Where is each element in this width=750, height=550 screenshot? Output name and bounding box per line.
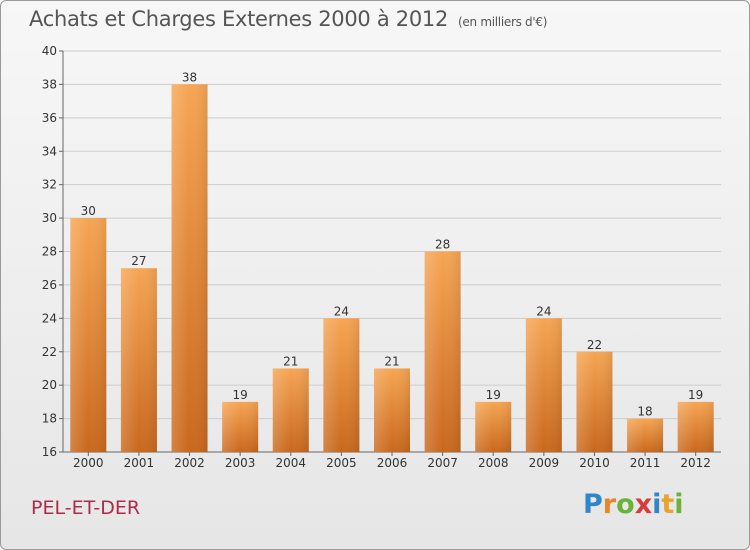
data-label: 30	[81, 204, 96, 218]
chart-title: Achats et Charges Externes 2000 à 2012 (e…	[29, 7, 547, 31]
y-tick-label: 20	[42, 378, 57, 392]
y-tick-label: 18	[42, 412, 57, 426]
logo-letter: r	[602, 489, 617, 520]
logo-letter: i	[674, 489, 684, 520]
x-tick-label: 2006	[377, 456, 408, 470]
x-tick-label: 2009	[529, 456, 560, 470]
y-tick-label: 38	[42, 77, 57, 91]
bar-shade	[677, 401, 714, 452]
y-tick-label: 32	[42, 178, 57, 192]
x-tick-label: 2011	[630, 456, 661, 470]
bar-shade	[70, 218, 107, 452]
bar-shade	[323, 318, 360, 452]
x-tick-label: 2003	[225, 456, 256, 470]
logo-letter: o	[616, 489, 635, 520]
labels: 16 18 20 22 24 26 28 30 32 34 36 38 40 2000 30 2001 27 20…	[42, 44, 711, 470]
data-label: 24	[334, 304, 349, 318]
x-tick-label: 2010	[579, 456, 610, 470]
x-tick-label: 2008	[478, 456, 509, 470]
x-tick-label: 2000	[73, 456, 104, 470]
bar-shade	[272, 368, 309, 452]
bar-shade	[424, 251, 461, 452]
bar-shade	[120, 268, 157, 452]
x-tick-label: 2002	[174, 456, 205, 470]
y-tick-label: 22	[42, 345, 57, 359]
data-label: 18	[637, 405, 652, 419]
data-label: 28	[435, 238, 450, 252]
x-tick-label: 2004	[275, 456, 306, 470]
commune-name: PEL-ET-DER	[31, 497, 141, 519]
logo-letter: t	[661, 489, 675, 520]
bar-shade	[171, 84, 208, 453]
x-tick-label: 2005	[326, 456, 357, 470]
logo-letter: x	[634, 489, 653, 520]
y-tick-label: 28	[42, 245, 57, 259]
y-tick-label: 24	[42, 311, 57, 325]
chart-title-text: Achats et Charges Externes 2000 à 2012	[29, 7, 449, 31]
data-label: 19	[233, 388, 248, 402]
data-label: 19	[486, 388, 501, 402]
y-tick-label: 30	[42, 211, 57, 225]
y-tick-label: 16	[42, 445, 57, 459]
proxiti-logo[interactable]: Proxiti	[583, 489, 684, 520]
x-tick-label: 2007	[427, 456, 458, 470]
y-tick-label: 34	[42, 144, 57, 158]
bar-shade	[576, 351, 613, 452]
bar-shade	[525, 318, 562, 452]
x-tick-label: 2012	[680, 456, 711, 470]
data-label: 19	[688, 388, 703, 402]
y-tick-label: 40	[42, 44, 57, 58]
logo-letter: P	[583, 489, 603, 520]
data-label: 27	[131, 254, 146, 268]
data-label: 21	[283, 354, 298, 368]
x-tick-label: 2001	[124, 456, 155, 470]
data-label: 21	[384, 354, 399, 368]
logo-letter: i	[652, 489, 662, 520]
bar-shade	[374, 368, 410, 452]
bar-shade	[222, 401, 259, 452]
bar-shade	[627, 418, 664, 452]
chart-subtitle: (en milliers d'€)	[458, 15, 548, 29]
bars	[70, 84, 714, 453]
bar-shade	[475, 401, 512, 452]
data-label: 22	[587, 338, 602, 352]
y-tick-label: 36	[42, 111, 57, 125]
y-tick-label: 26	[42, 278, 57, 292]
data-label: 38	[182, 70, 197, 84]
data-label: 24	[536, 304, 551, 318]
